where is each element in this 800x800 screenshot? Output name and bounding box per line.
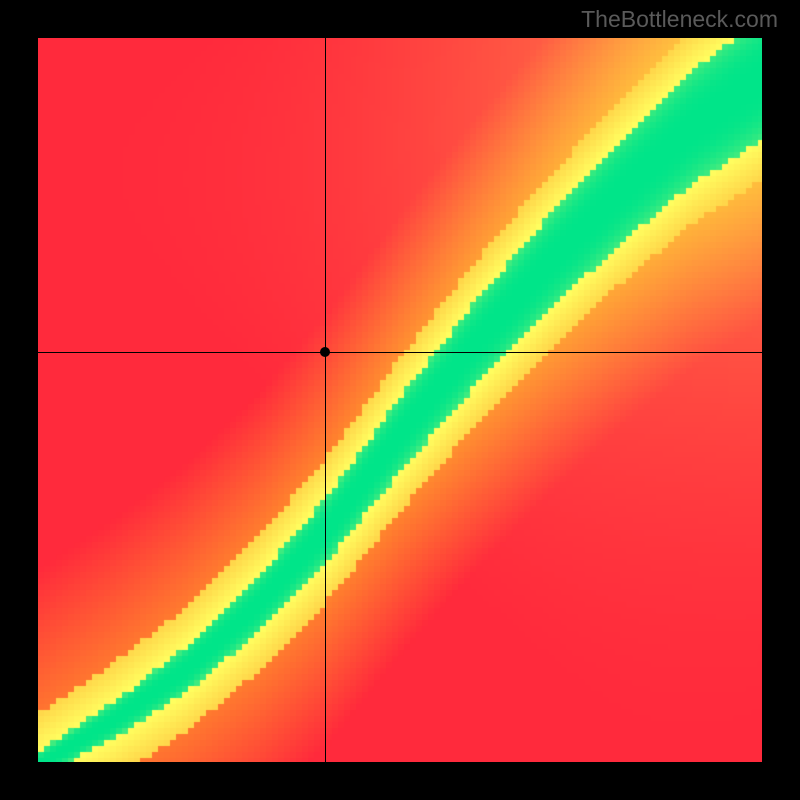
watermark-label: TheBottleneck.com — [581, 6, 778, 33]
frame-border-right — [762, 0, 800, 800]
chart-frame — [0, 0, 800, 800]
frame-border-left — [0, 0, 38, 800]
crosshair-horizontal — [38, 352, 762, 353]
heatmap-plot — [38, 38, 762, 762]
chart-container: { "watermark": { "text": "TheBottleneck.… — [0, 0, 800, 800]
heatmap-canvas — [38, 38, 762, 762]
frame-border-bottom — [0, 762, 800, 800]
crosshair-vertical — [325, 38, 326, 762]
